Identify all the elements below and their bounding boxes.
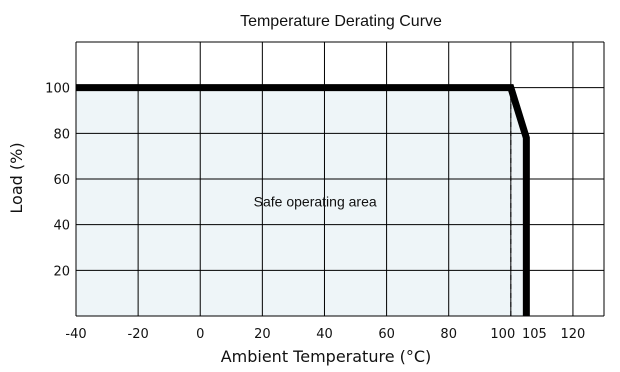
- x-tick-label: 20: [254, 327, 271, 342]
- safe-area-fill: [76, 87, 527, 317]
- y-tick-label: 60: [53, 173, 70, 188]
- derating-curve-line: [76, 84, 530, 316]
- x-tick-label: 0: [196, 327, 204, 342]
- x-tick-label: 80: [440, 327, 457, 342]
- x-tick-label: -40: [65, 327, 86, 342]
- y-tick-label: 20: [53, 264, 70, 279]
- x-tick-label: 105: [522, 327, 547, 342]
- x-tick-label: 120: [561, 327, 586, 342]
- y-axis-label: Load (%): [7, 142, 26, 213]
- x-axis-label: Ambient Temperature (°C): [221, 347, 432, 366]
- y-tick-label: 40: [53, 219, 70, 234]
- x-tick-label: 40: [316, 327, 333, 342]
- plot-area: -40 -20 0 20 40 60 80 100 105 120 20 40 60 80 100 Safe …: [45, 41, 605, 342]
- x-tick-label: 60: [378, 327, 395, 342]
- chart-title: Temperature Derating Curve: [240, 13, 442, 30]
- safe-area-annotation: Safe operating area: [254, 193, 377, 209]
- x-tick-label: 100: [490, 327, 515, 342]
- y-tick-label: 100: [45, 82, 70, 97]
- x-tick-label: -20: [128, 327, 149, 342]
- y-tick-label: 80: [53, 127, 70, 142]
